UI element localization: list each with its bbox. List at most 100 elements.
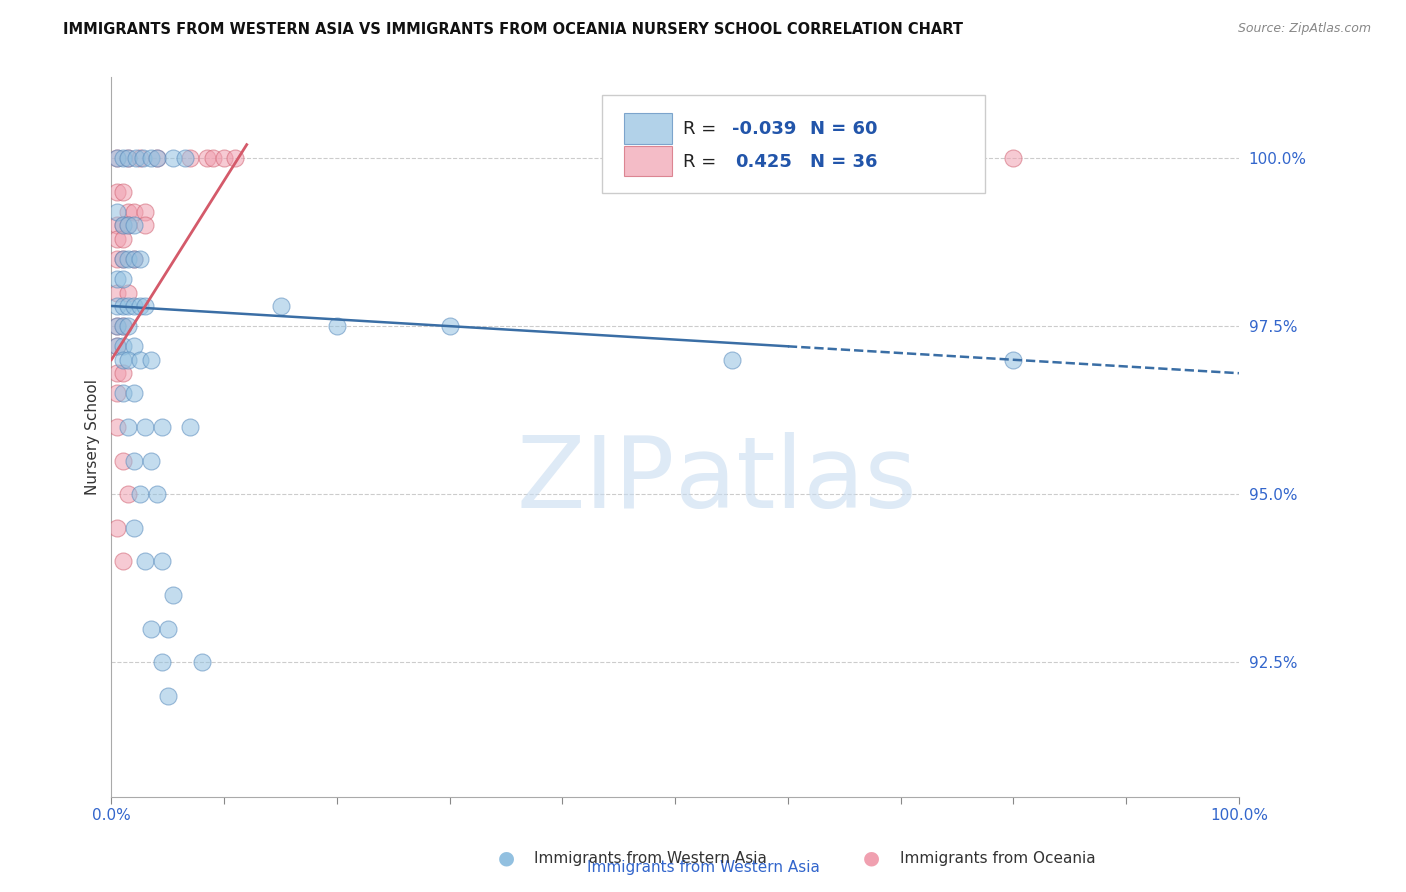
Point [111, 453, 134, 467]
Point [212, 151, 235, 165]
Point [105, 219, 128, 233]
Point [111, 151, 134, 165]
Point [128, 487, 150, 501]
Point [105, 285, 128, 300]
Point [173, 151, 195, 165]
Point [326, 319, 349, 334]
Point [145, 151, 167, 165]
Point [117, 299, 139, 313]
Point [105, 205, 128, 219]
Point [270, 299, 292, 313]
Point [117, 151, 139, 165]
Point [111, 252, 134, 266]
Point [105, 232, 128, 246]
Point [105, 185, 128, 199]
Point [111, 366, 134, 380]
Point [117, 219, 139, 233]
FancyBboxPatch shape [624, 145, 672, 176]
Point [122, 252, 145, 266]
Point [134, 554, 156, 568]
Point [111, 219, 134, 233]
Text: -0.039: -0.039 [731, 120, 796, 138]
Text: N = 36: N = 36 [810, 153, 877, 170]
Text: atlas: atlas [675, 432, 917, 529]
Point [125, 151, 148, 165]
Point [128, 352, 150, 367]
Point [162, 588, 184, 602]
Point [117, 420, 139, 434]
Point [111, 272, 134, 286]
Point [145, 487, 167, 501]
Point [439, 319, 461, 334]
FancyBboxPatch shape [624, 113, 672, 144]
Point [122, 252, 145, 266]
Point [156, 622, 179, 636]
Point [150, 554, 173, 568]
Point [111, 352, 134, 367]
Point [105, 386, 128, 401]
Point [132, 151, 155, 165]
Point [122, 386, 145, 401]
Point [134, 299, 156, 313]
Point [105, 299, 128, 313]
Point [122, 299, 145, 313]
Point [105, 319, 128, 334]
Point [111, 319, 134, 334]
Point [128, 151, 150, 165]
Point [179, 151, 201, 165]
Point [117, 487, 139, 501]
Text: 0.425: 0.425 [735, 153, 792, 170]
Point [105, 339, 128, 353]
Point [224, 151, 246, 165]
Point [201, 151, 224, 165]
Point [1002, 151, 1025, 165]
Point [105, 366, 128, 380]
Point [117, 151, 139, 165]
Point [122, 521, 145, 535]
Point [195, 151, 218, 165]
Point [134, 205, 156, 219]
FancyBboxPatch shape [602, 95, 986, 193]
Point [105, 151, 128, 165]
Point [134, 219, 156, 233]
Y-axis label: Nursery School: Nursery School [86, 379, 100, 495]
Point [105, 339, 128, 353]
Text: Immigrants from Oceania: Immigrants from Oceania [900, 852, 1095, 866]
Point [105, 521, 128, 535]
Point [105, 151, 128, 165]
Point [162, 151, 184, 165]
Point [111, 319, 134, 334]
Text: ●: ● [498, 848, 515, 867]
Point [117, 352, 139, 367]
Point [122, 339, 145, 353]
Point [105, 420, 128, 434]
Point [139, 622, 162, 636]
Point [128, 299, 150, 313]
Point [111, 386, 134, 401]
Point [111, 252, 134, 266]
Point [122, 453, 145, 467]
Point [1002, 352, 1025, 367]
Point [117, 285, 139, 300]
Point [128, 252, 150, 266]
Text: Immigrants from Western Asia: Immigrants from Western Asia [534, 852, 768, 866]
Point [111, 339, 134, 353]
Point [150, 655, 173, 669]
Text: Immigrants from Western Asia: Immigrants from Western Asia [586, 861, 820, 875]
Point [117, 319, 139, 334]
Point [105, 319, 128, 334]
Point [190, 655, 212, 669]
Text: IMMIGRANTS FROM WESTERN ASIA VS IMMIGRANTS FROM OCEANIA NURSERY SCHOOL CORRELATI: IMMIGRANTS FROM WESTERN ASIA VS IMMIGRAN… [63, 22, 963, 37]
Point [720, 352, 742, 367]
Text: R =: R = [683, 153, 723, 170]
Point [134, 420, 156, 434]
Point [156, 689, 179, 703]
Point [139, 151, 162, 165]
Text: Source: ZipAtlas.com: Source: ZipAtlas.com [1237, 22, 1371, 36]
Point [105, 272, 128, 286]
Point [117, 205, 139, 219]
Point [122, 205, 145, 219]
Point [145, 151, 167, 165]
Point [105, 252, 128, 266]
Text: R =: R = [683, 120, 723, 138]
